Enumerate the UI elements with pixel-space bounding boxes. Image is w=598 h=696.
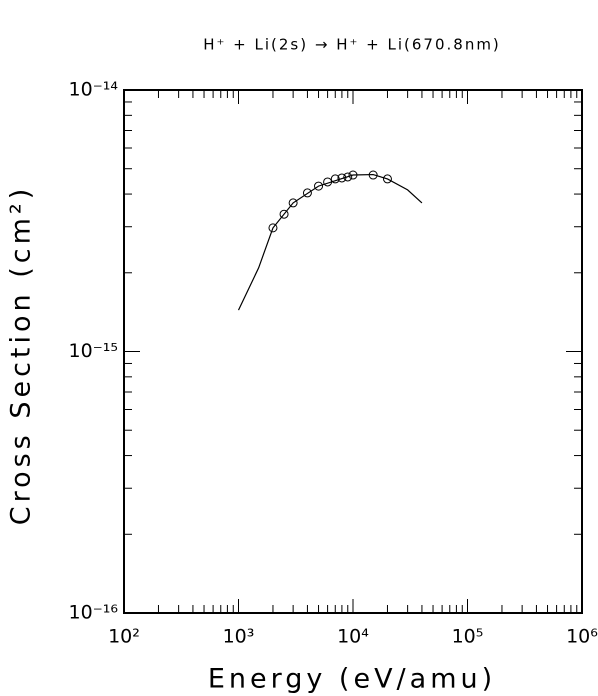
x-tick-label: 10⁶ <box>566 626 598 648</box>
data-point <box>314 181 324 191</box>
plot-frame <box>123 89 583 614</box>
y-axis-label: Cross Section (cm²) <box>6 185 37 526</box>
x-tick-label: 10⁴ <box>337 626 369 648</box>
x-tick-label: 10⁵ <box>452 626 484 648</box>
y-tick-label: 10⁻¹⁶ <box>69 602 118 624</box>
y-tick-label: 10⁻¹⁴ <box>69 79 119 101</box>
data-point <box>288 198 298 208</box>
data-point <box>382 174 392 184</box>
data-point <box>348 170 358 180</box>
y-tick-label: 10⁻¹⁵ <box>69 340 118 362</box>
data-point <box>337 173 347 183</box>
x-axis-label: Energy (eV/amu) <box>208 664 496 695</box>
data-point <box>330 174 340 184</box>
data-point <box>268 223 278 233</box>
data-point <box>368 170 378 180</box>
chart-title: H⁺ + Li(2s) → H⁺ + Li(670.8nm) <box>203 36 501 54</box>
data-point <box>302 188 312 198</box>
data-point <box>279 209 289 219</box>
data-point <box>343 172 353 182</box>
fit-curve <box>237 173 423 311</box>
x-tick-label: 10³ <box>223 626 255 648</box>
x-tick-label: 10² <box>108 626 140 648</box>
data-point <box>323 177 333 187</box>
